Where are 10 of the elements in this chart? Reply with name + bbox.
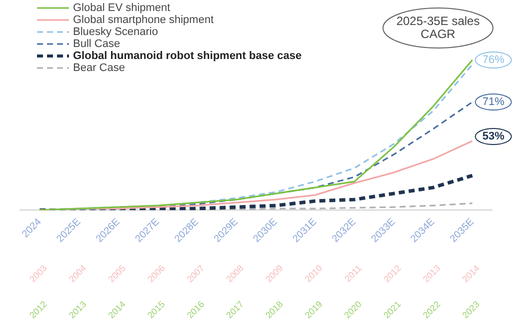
legend-label: Global humanoid robot shipment base case <box>73 50 302 62</box>
legend-label: Bull Case <box>73 38 120 50</box>
text: 2025-35E sales CAGR <box>396 14 480 41</box>
legend-label: Bluesky Scenario <box>73 26 158 38</box>
legend-label: Bear Case <box>73 62 125 74</box>
annotation: 53% <box>482 130 505 143</box>
legend-label: Global smartphone shipment <box>73 14 214 26</box>
legend-label: Global EV shipment <box>73 2 170 14</box>
annotation: 76% <box>482 54 505 66</box>
annotation: 71% <box>482 96 505 108</box>
